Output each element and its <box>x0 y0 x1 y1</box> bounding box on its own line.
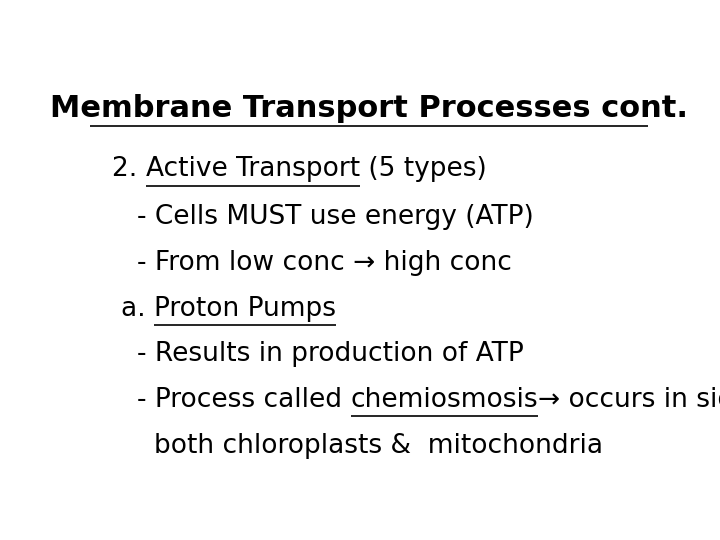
Text: a.: a. <box>121 295 153 321</box>
Text: 2.: 2. <box>112 156 146 183</box>
Text: - Cells MUST use energy (ATP): - Cells MUST use energy (ATP) <box>138 204 534 230</box>
Text: Proton Pumps: Proton Pumps <box>153 295 336 321</box>
Text: Membrane Transport Processes cont.: Membrane Transport Processes cont. <box>50 94 688 123</box>
Text: chemiosmosis: chemiosmosis <box>351 387 539 413</box>
Text: - Process called: - Process called <box>138 387 351 413</box>
Text: - From low conc → high conc: - From low conc → high conc <box>138 250 513 276</box>
Text: - Results in production of ATP: - Results in production of ATP <box>138 341 524 367</box>
Text: both chloroplasts &  mitochondria: both chloroplasts & mitochondria <box>154 433 603 459</box>
Text: (5 types): (5 types) <box>360 156 487 183</box>
Text: Active Transport: Active Transport <box>146 156 360 183</box>
Text: → occurs in side: → occurs in side <box>539 387 720 413</box>
